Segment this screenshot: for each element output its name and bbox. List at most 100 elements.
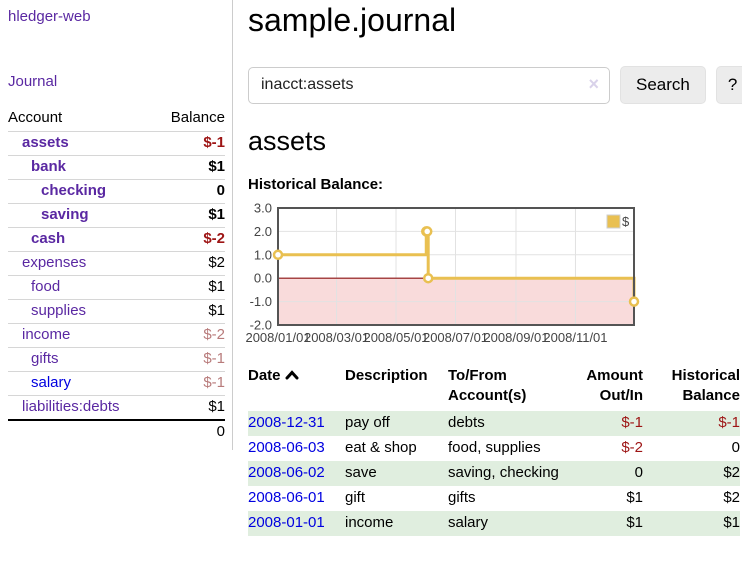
register-header-amount-out-in: Amount Out/In [586, 367, 643, 404]
account-row: salary $-1 [8, 371, 225, 396]
account-link[interactable]: assets [22, 134, 69, 151]
account-link[interactable]: cash [31, 230, 66, 247]
account-row: food $1 [8, 275, 225, 300]
account-name-cell: cash [8, 227, 155, 252]
accounts-total-value: 0 [154, 419, 225, 444]
search-button[interactable]: Search [620, 66, 706, 104]
account-name-cell: assets [8, 131, 155, 156]
y-tick-label: -1.0 [250, 294, 272, 309]
tx-balance: $-1 [718, 414, 740, 431]
legend-swatch [606, 214, 621, 229]
register-header-historical-balance: Historical Balance [671, 367, 740, 404]
account-link[interactable]: food [31, 278, 61, 295]
page-title: sample.journal [248, 2, 457, 38]
account-link[interactable]: salary [31, 374, 72, 391]
account-name-cell: saving [8, 203, 155, 228]
account-row: bank $1 [8, 155, 225, 180]
account-balance: $-1 [154, 371, 225, 396]
account-link[interactable]: supplies [31, 302, 87, 319]
account-link[interactable]: expenses [22, 254, 87, 271]
historical-balance-chart: 3.0 2.0 1.0 0.0 -1.0 -2.02008/01/012008/03/01… [245, 201, 640, 345]
x-tick-label: 2008/03/01 [304, 330, 369, 345]
account-balance: $-2 [154, 227, 225, 252]
account-link[interactable]: income [22, 326, 71, 343]
account-link[interactable]: liabilities:debts [22, 398, 120, 415]
tx-balance: $2 [723, 489, 740, 506]
app-title-link[interactable]: hledger-web [8, 8, 91, 25]
tx-date-cell: 2008-06-02 [248, 461, 345, 486]
account-name-cell: liabilities:debts [8, 395, 155, 420]
tx-amount: 0 [634, 464, 643, 481]
help-button[interactable]: ? [715, 66, 742, 104]
main-content: sample.journal × Search ? assets Histori… [233, 0, 742, 536]
account-row: income $-2 [8, 323, 225, 348]
tx-date-link[interactable]: 2008-06-01 [248, 489, 325, 506]
account-name-cell: salary [8, 371, 155, 396]
data-point-marker [421, 226, 433, 237]
account-row: liabilities:debts $1 [8, 395, 225, 420]
register-row: 2008-06-03 eat & shop food, supplies $-2 0 [248, 436, 740, 461]
account-balance: $1 [154, 203, 225, 228]
y-tick-label: 2.0 [254, 224, 272, 239]
register-row: 2008-12-31 pay off debts $-1 $-1 [248, 411, 740, 436]
account-heading: assets [248, 126, 327, 156]
tx-amount: $-1 [621, 414, 643, 431]
tx-accounts: debts [448, 414, 485, 431]
account-link[interactable]: saving [41, 206, 89, 223]
journal-nav-link[interactable]: Journal [8, 73, 58, 90]
account-link[interactable]: bank [31, 158, 67, 175]
tx-accounts: gifts [448, 489, 476, 506]
tx-amount: $-2 [621, 439, 643, 456]
account-balance: $-1 [154, 347, 225, 372]
register-header-to-from-account-s: To/From Account(s) [448, 367, 527, 404]
account-row: saving $1 [8, 203, 225, 228]
x-tick-label: 2008/05/01 [363, 330, 428, 345]
account-name-cell: checking [8, 179, 155, 204]
search-input[interactable] [248, 66, 610, 104]
register-header-description: Description [345, 367, 428, 384]
account-row: checking 0 [8, 179, 225, 204]
x-tick-label: 2008/09/01 [483, 330, 548, 345]
account-balance: 0 [154, 179, 225, 204]
register-table: Date Description To/From Account(s) Amount … [248, 364, 740, 536]
tx-date-link[interactable]: 2008-12-31 [248, 414, 325, 431]
tx-date-link[interactable]: 2008-01-01 [248, 514, 325, 531]
account-balance: $1 [154, 275, 225, 300]
account-link[interactable]: gifts [31, 350, 59, 367]
accounts-table: Account Balance assets $-1 bank $1 checking 0… [8, 106, 225, 444]
account-link[interactable]: checking [41, 182, 107, 199]
y-tick-label: -2.0 [250, 318, 272, 333]
account-row: assets $-1 [8, 131, 225, 156]
tx-description: save [345, 464, 377, 481]
register-header-date[interactable]: Date [248, 364, 345, 411]
tx-amount: $1 [626, 489, 643, 506]
accounts-header-balance: Balance [170, 109, 225, 126]
tx-amount: $1 [626, 514, 643, 531]
tx-accounts: food, supplies [448, 439, 541, 456]
data-point-marker [422, 272, 434, 284]
tx-date-link[interactable]: 2008-06-02 [248, 464, 325, 481]
accounts-total-spacer [8, 419, 155, 444]
tx-date-link[interactable]: 2008-06-03 [248, 439, 325, 456]
y-tick-label: 0.0 [254, 271, 272, 286]
clear-search-icon[interactable]: × [588, 73, 599, 94]
tx-date-cell: 2008-12-31 [248, 411, 345, 436]
app-layout: hledger-web Journal Account Balance asse… [0, 0, 742, 536]
search-input-wrap: × [248, 66, 610, 104]
x-tick-label: 2008/01/01 [245, 330, 310, 345]
account-balance: $1 [154, 299, 225, 324]
accounts-total-row: 0 [8, 419, 225, 444]
tx-date-cell: 2008-01-01 [248, 511, 345, 536]
data-point-marker [628, 296, 640, 307]
register-row: 2008-01-01 income salary $1 $1 [248, 511, 740, 536]
sidebar: hledger-web Journal Account Balance asse… [0, 0, 233, 450]
tx-description: pay off [345, 414, 390, 431]
y-tick-label: 1.0 [254, 247, 272, 262]
search-bar: × Search ? [248, 66, 742, 104]
register-row: 2008-06-01 gift gifts $1 $2 [248, 486, 740, 511]
sort-asc-icon [285, 370, 299, 380]
tx-description: eat & shop [345, 439, 417, 456]
register-header-row: Date Description To/From Account(s) Amount … [248, 364, 740, 411]
tx-balance: $2 [723, 464, 740, 481]
account-row: expenses $2 [8, 251, 225, 276]
